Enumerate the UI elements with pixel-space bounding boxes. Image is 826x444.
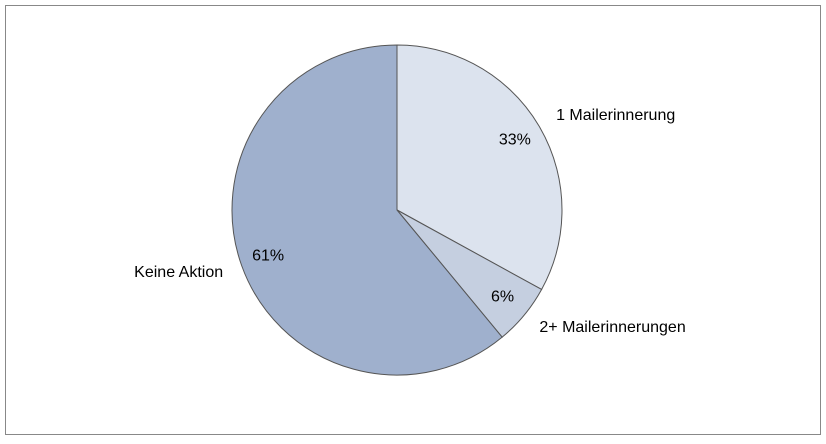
pie-slice <box>396 44 563 291</box>
pie-slice <box>231 44 503 376</box>
value-label: 33% <box>499 132 531 149</box>
category-label: 1 Mailerinnerung <box>556 107 675 124</box>
category-label: 2+ Mailerinnerungen <box>539 319 685 336</box>
value-label: 61% <box>252 248 284 265</box>
value-label: 6% <box>491 289 514 306</box>
category-label: Keine Aktion <box>134 264 223 281</box>
